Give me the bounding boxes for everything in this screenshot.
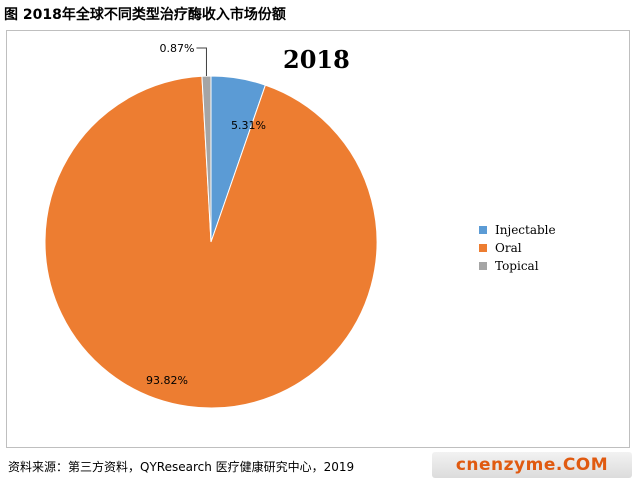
legend: Injectable Oral Topical xyxy=(479,221,556,275)
legend-label-oral: Oral xyxy=(495,241,522,255)
legend-label-injectable: Injectable xyxy=(495,223,556,237)
chart-title: 2018 xyxy=(283,45,350,74)
legend-item-oral: Oral xyxy=(479,239,556,257)
legend-label-topical: Topical xyxy=(495,259,539,273)
data-label-oral: 93.82% xyxy=(146,374,188,387)
data-label-injectable: 5.31% xyxy=(231,119,266,132)
legend-swatch-oral xyxy=(479,244,487,252)
pie-chart: 5.31% 93.82% 0.87% xyxy=(44,42,378,409)
figure-title: 图 2018年全球不同类型治疗酶收入市场份额 xyxy=(4,7,286,23)
legend-swatch-injectable xyxy=(479,226,487,234)
legend-item-topical: Topical xyxy=(479,257,556,275)
legend-item-injectable: Injectable xyxy=(479,221,556,239)
watermark-text: cnenzyme.COM xyxy=(455,455,609,475)
pie-slice-topical xyxy=(201,75,212,243)
watermark-logo: cnenzyme.COM xyxy=(432,452,632,478)
leader-line-topical xyxy=(196,47,207,77)
pie-slice-oral xyxy=(44,75,378,409)
chart-area: 2018 5.31% 93.82% 0.87% Injectable Oral To… xyxy=(6,30,630,448)
legend-swatch-topical xyxy=(479,262,487,270)
data-label-topical: 0.87% xyxy=(160,42,195,55)
source-note: 资料来源：第三方资料，QYResearch 医疗健康研究中心，2019 xyxy=(8,460,355,474)
